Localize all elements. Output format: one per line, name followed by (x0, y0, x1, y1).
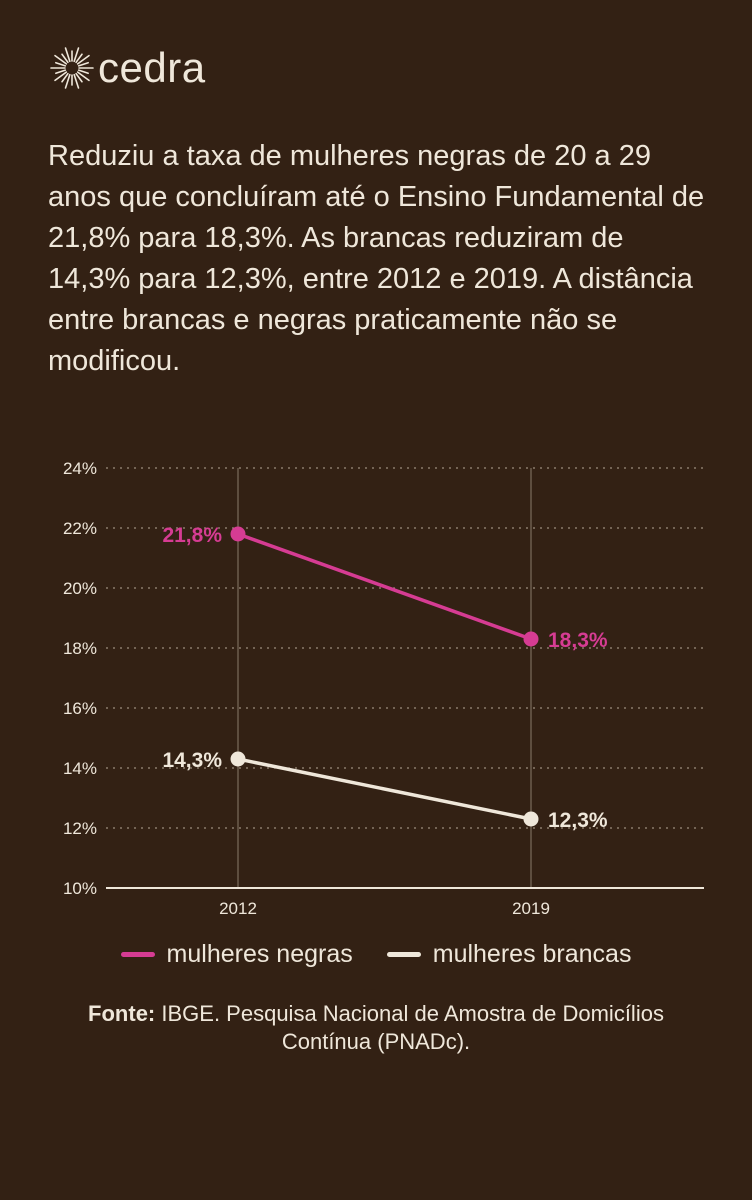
y-tick-label: 16% (63, 699, 97, 718)
data-label: 18,3% (548, 629, 608, 652)
headline: Reduziu a taxa de mulheres negras de 20 … (48, 140, 705, 377)
source-text: IBGE. Pesquisa Nacional de Amostra de Do… (161, 1001, 664, 1054)
sun-ray (77, 61, 89, 67)
legend-item-negras: mulheres negras (120, 940, 353, 969)
series-line-0 (237, 532, 532, 641)
y-tick-label: 10% (63, 879, 97, 898)
legend-item-brancas: mulheres brancas (386, 940, 632, 969)
y-tick-label: 20% (63, 579, 97, 598)
sun-ray (75, 72, 83, 83)
axes: 10% 12% 14% 16% 18% 20% 22% 24% 2012 2019 (63, 459, 704, 918)
sun-ray (54, 71, 68, 82)
data-point (523, 811, 539, 827)
data-label: 14,3% (162, 749, 222, 772)
sun-ray (55, 69, 67, 75)
data-point (230, 751, 246, 767)
y-tick-label: 14% (63, 759, 97, 778)
legend: mulheres negras mulheres brancas (0, 940, 752, 969)
sun-ray (64, 73, 71, 89)
line-chart: 10% 12% 14% 16% 18% 20% 22% 24% 2012 2019 21,8% 18… (63, 459, 704, 918)
sun-ray (61, 53, 69, 64)
grid (106, 467, 704, 888)
sun-ray (73, 73, 80, 89)
brand-name: cedra (98, 44, 206, 91)
sun-ray (73, 47, 80, 63)
sun-ray (77, 69, 89, 75)
sun-ray (75, 53, 83, 64)
label-layer: 21,8% 18,3% 14,3% 12,3% (162, 524, 607, 832)
legend-label-negras: mulheres negras (166, 940, 353, 968)
sun-ray (55, 61, 67, 67)
data-point (523, 631, 539, 647)
source-label: Fonte: (88, 1001, 156, 1026)
y-tick-label: 22% (63, 519, 97, 538)
sun-ray (61, 72, 69, 83)
sun-ray (76, 71, 90, 82)
y-tick-label: 24% (63, 459, 97, 478)
y-tick-label: 12% (63, 819, 97, 838)
legend-swatch-negras (120, 952, 155, 957)
source-note: Fonte: IBGE. Pesquisa Nacional de Amostr… (60, 1000, 692, 1056)
x-tick-label: 2012 (219, 899, 257, 918)
legend-swatch-brancas (386, 952, 421, 957)
series-line-1 (237, 757, 532, 821)
y-tick-label: 18% (63, 639, 97, 658)
legend-label-brancas: mulheres brancas (432, 940, 632, 968)
sun-ray (54, 54, 68, 65)
brand-logo: cedra (48, 44, 206, 92)
sun-ray (64, 47, 71, 63)
sunburst-icon (50, 47, 94, 89)
data-label: 21,8% (162, 524, 222, 547)
series-layer (230, 526, 539, 827)
sun-ray (76, 54, 90, 65)
data-label: 12,3% (548, 809, 608, 832)
data-point (230, 526, 246, 542)
x-tick-label: 2019 (512, 899, 550, 918)
